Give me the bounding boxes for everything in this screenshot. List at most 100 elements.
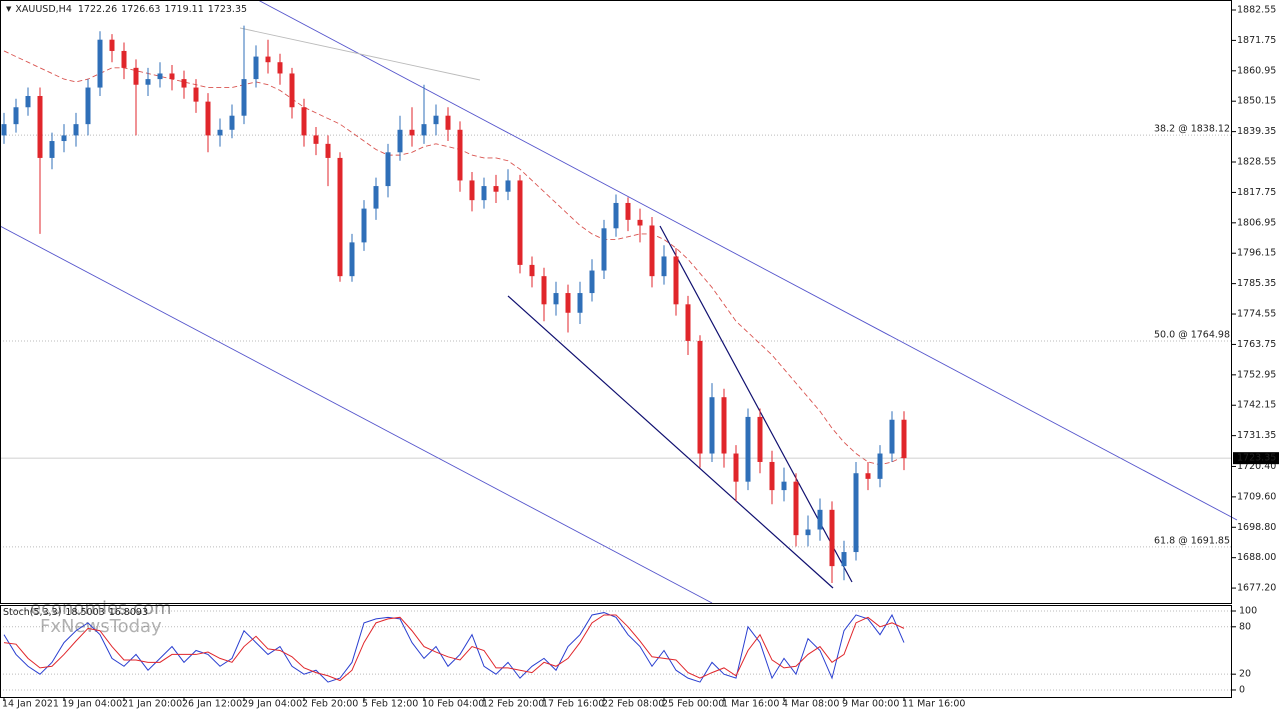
x-tick-label: 1 Mar 16:00 [722,699,779,710]
y-tick-label: 1688.00 [1237,552,1276,563]
candle-body [373,186,379,209]
candle-body [865,473,871,479]
candle-body [409,129,415,136]
candle-body [853,473,859,553]
candle-body [1,124,7,136]
candle-body [433,115,439,125]
candle-body [73,124,79,136]
candle-body [769,461,775,491]
stoch-panel-border [0,605,1232,698]
y-tick-label: 1860.95 [1237,65,1276,76]
candle-body [517,180,523,265]
x-tick-label: 2 Feb 20:00 [302,699,358,710]
candle-body [889,419,895,454]
x-tick-label: 25 Feb 00:00 [662,699,724,710]
candle-body [229,115,235,130]
y-tick-label: 100 [1239,606,1257,617]
x-tick-label: 17 Feb 16:00 [542,699,604,710]
x-tick-label: 9 Mar 00:00 [842,699,899,710]
candle-body [901,419,907,459]
candle-body [541,276,547,305]
candle-body [565,293,571,313]
x-tick-label: 12 Feb 20:00 [482,699,544,710]
y-tick-label: 1742.15 [1237,400,1276,411]
wedge-lower [507,295,834,589]
candle-body [157,73,163,80]
candle-body [601,228,607,271]
candle-body [121,50,127,68]
y-tick-label: 1796.15 [1237,248,1276,259]
y-tick-label: 1731.35 [1237,430,1276,441]
stoch-main-value: 18.5003 [65,607,104,618]
candle-body [109,39,115,51]
symbol: XAUUSD,H4 [15,4,71,15]
trend-grey [239,27,481,81]
candle-body [397,129,403,153]
stoch-signal-value: 16.8093 [109,607,148,618]
header-arrow: ▼ [6,5,12,13]
candle-body [37,95,43,158]
candle-body [169,73,175,80]
candle-body [757,416,763,462]
fib-label: 50.0 @ 1764.98 [1154,329,1230,340]
y-tick-label: 1763.75 [1237,339,1276,350]
stoch-name: Stoch(5,3,3) [3,607,61,618]
x-tick-label: 4 Mar 08:00 [782,699,839,710]
candle-body [181,79,187,88]
candle-body [613,202,619,229]
y-tick-label: 1709.60 [1237,491,1276,502]
y-tick-label: 1839.35 [1237,126,1276,137]
y-tick-label: 1871.75 [1237,35,1276,46]
candle-body [709,397,715,454]
candle-body [721,397,727,454]
x-tick-label: 11 Mar 16:00 [902,699,965,710]
candle-body [385,152,391,187]
y-tick-label: 1828.55 [1237,157,1276,168]
header-open: 1722.26 [78,4,117,15]
candle-body [325,143,331,158]
candle-body [253,56,259,80]
candle-body [421,124,427,136]
x-tick-label: 22 Feb 08:00 [602,699,664,710]
candle-body [97,39,103,88]
x-tick-label: 10 Feb 04:00 [422,699,484,710]
candle-body [781,481,787,491]
y-tick-label: 1806.95 [1237,217,1276,228]
candle-body [61,135,67,142]
candle-body [745,416,751,482]
y-tick-label: 1720.40 [1237,461,1276,472]
candle-body [349,242,355,277]
candle-body [793,481,799,536]
y-tick-label: 1677.20 [1237,583,1276,594]
header-low: 1719.11 [164,4,203,15]
candle-body [589,270,595,294]
y-tick-label: 1785.35 [1237,278,1276,289]
x-tick-label: 26 Jan 12:00 [182,699,242,710]
candle-body [265,56,271,63]
candle-body [85,87,91,125]
candle-body [277,62,283,74]
x-tick-label: 14 Jan 2021 [2,699,59,710]
y-tick-label: 1698.80 [1237,522,1276,533]
stoch-line [3,612,905,683]
candle-body [577,293,583,313]
candle-body [289,73,295,108]
candle-body [193,87,199,102]
last-price-label: 1723.35 [1237,453,1276,464]
candle-body [217,129,223,136]
candle-body [49,141,55,158]
x-tick-label: 5 Feb 12:00 [362,699,418,710]
candle-body [13,107,19,125]
candle-body [553,293,559,305]
watermark: FxNewsToday [40,616,162,637]
candle-body [445,115,451,130]
candle-body [685,304,691,341]
y-tick-label: 80 [1239,621,1251,632]
candle-body [649,225,655,277]
channel-upper [257,0,1238,521]
moving-average [3,50,905,466]
candle-body [625,202,631,220]
candle-body [457,129,463,181]
candle-body [241,79,247,116]
